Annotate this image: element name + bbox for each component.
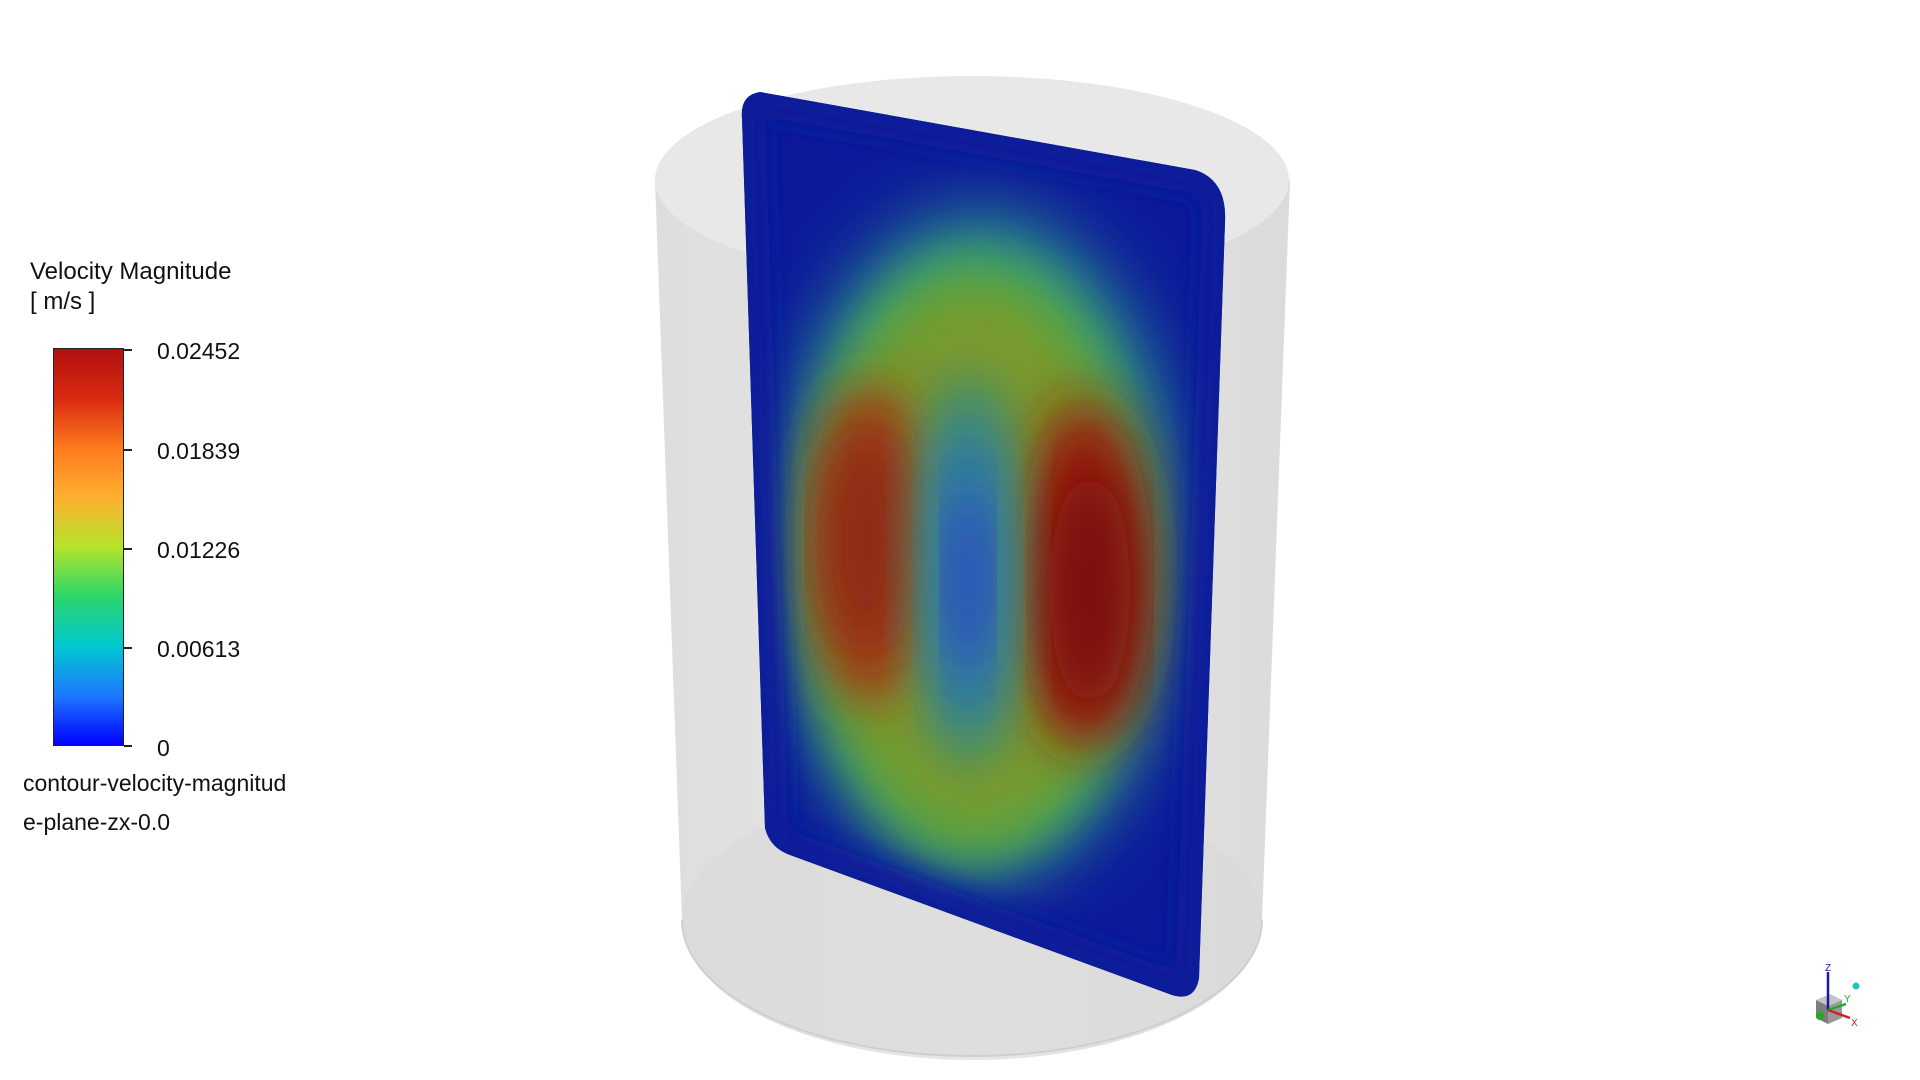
triad-x-label: X <box>1851 1018 1858 1029</box>
triad-x-axis <box>1827 1008 1851 1020</box>
colorbar-tick <box>124 745 132 747</box>
colorbar-label-min: 0 <box>157 735 170 761</box>
axis-triad[interactable]: Z Y X <box>1808 960 1868 1030</box>
legend-units: [ m/s ] <box>30 288 96 315</box>
legend-title: Velocity Magnitude <box>30 258 232 285</box>
colorbar-tick <box>124 548 132 550</box>
contour-name-line1: contour-velocity-magnitud <box>23 770 287 796</box>
triad-origin-marker <box>1816 1012 1824 1020</box>
colorbar-label: 0.01226 <box>157 537 241 563</box>
triad-z-label: Z <box>1825 963 1831 974</box>
contour-plane[interactable] <box>700 60 1260 1040</box>
colorbar-tick <box>124 449 132 451</box>
triad-view-marker[interactable] <box>1852 982 1860 990</box>
contour-name-line2: e-plane-zx-0.0 <box>23 809 171 835</box>
triad-y-label: Y <box>1844 994 1851 1005</box>
colorbar-label: 0.01839 <box>157 438 241 464</box>
colorbar-label: 0.00613 <box>157 636 241 662</box>
colorbar-label-max: 0.02452 <box>157 338 241 364</box>
colorbar <box>53 348 124 746</box>
triad-y-axis <box>1827 1002 1847 1012</box>
colorbar-tick <box>124 349 132 351</box>
colorbar-tick <box>124 647 132 649</box>
